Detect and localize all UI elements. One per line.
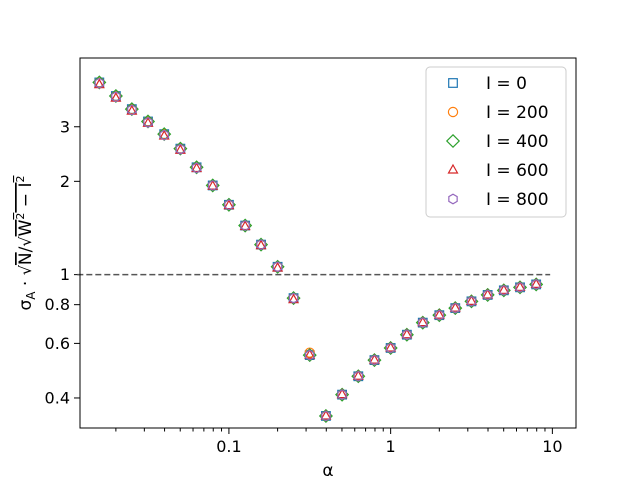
data-point (223, 199, 235, 210)
data-point (143, 116, 153, 128)
data-point (385, 342, 396, 354)
legend-marker (448, 78, 458, 88)
data-point (450, 302, 461, 314)
data-point (207, 179, 218, 191)
data-point (515, 281, 525, 293)
data-point (224, 199, 234, 211)
data-point (272, 261, 283, 273)
legend-label: I = 200 (486, 103, 549, 123)
data-point (127, 104, 137, 116)
legend-marker (448, 193, 458, 205)
data-point (385, 341, 397, 352)
data-point (191, 162, 202, 174)
data-point (514, 281, 526, 291)
y-tick-label: 0.6 (45, 334, 70, 353)
data-point (369, 354, 380, 366)
data-point (94, 77, 105, 89)
data-point (255, 239, 267, 250)
data-point (174, 144, 186, 154)
legend-marker (447, 163, 459, 174)
x-axis-label: α (322, 461, 333, 480)
data-point (321, 410, 331, 422)
data-point (304, 348, 316, 359)
legend-label: I = 400 (486, 132, 549, 152)
y-tick-label: 3 (60, 117, 70, 136)
legend-label: I = 0 (486, 74, 527, 94)
legend-label: I = 800 (486, 190, 549, 210)
data-point (353, 370, 364, 382)
data-point (402, 329, 412, 341)
data-point (336, 388, 348, 399)
data-point (368, 353, 380, 364)
data-point (142, 116, 154, 127)
data-point (499, 284, 509, 296)
data-point (256, 239, 266, 251)
data-point (207, 179, 219, 190)
data-point (418, 317, 428, 329)
data-point (239, 220, 251, 231)
data-point (175, 143, 186, 155)
data-point (465, 295, 477, 305)
legend-marker (445, 133, 461, 149)
data-point (417, 316, 429, 327)
data-point (434, 309, 445, 321)
data-point (304, 349, 315, 361)
x-tick-label: 10 (542, 437, 562, 456)
data-point (466, 295, 477, 307)
y-tick-label: 2 (60, 172, 70, 191)
y-tick-label: 1 (60, 265, 70, 284)
series-5 (94, 77, 541, 422)
y-tick-label: 0.8 (45, 295, 70, 314)
legend-box (425, 66, 567, 218)
y-axis-label: σA · √N/√W2 − I2 (14, 176, 38, 311)
svg-text:σA · √N/√W2 − I2: σA · √N/√W2 − I2 (14, 176, 38, 311)
data-point (320, 409, 332, 420)
data-point (337, 389, 347, 401)
y-tick-label: 0.4 (45, 388, 70, 407)
data-point (240, 220, 250, 232)
x-tick-label: 1 (386, 437, 396, 456)
data-point (191, 162, 203, 173)
data-point (498, 284, 510, 294)
data-point (288, 292, 299, 304)
data-point (482, 288, 494, 299)
data-point (530, 278, 542, 288)
data-point (401, 328, 413, 339)
plot-frame (79, 57, 577, 429)
x-tick-label: 0.1 (216, 437, 241, 456)
data-point (531, 278, 541, 290)
data-point (352, 370, 364, 380)
data-point (482, 289, 493, 301)
data-point (433, 308, 445, 319)
legend-marker (447, 106, 459, 118)
data-point (111, 91, 121, 103)
data-point (449, 301, 461, 312)
data-point (158, 129, 170, 140)
legend-label: I = 600 (486, 161, 549, 181)
data-point (159, 129, 169, 141)
legend: I = 0 I = 200 I = 400 I = 600 I = 800 (425, 66, 567, 218)
